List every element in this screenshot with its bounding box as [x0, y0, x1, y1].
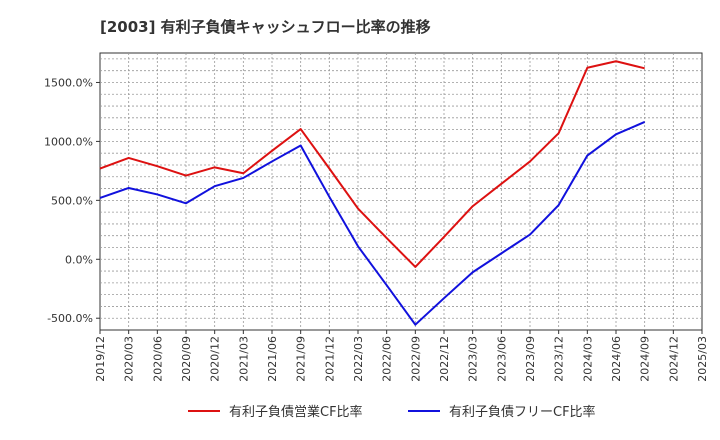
x-tick-label: 2024/12 [667, 336, 680, 382]
x-tick-label: 2020/12 [209, 336, 222, 382]
x-tick-label: 2025/03 [696, 336, 709, 382]
x-tick-label: 2020/03 [123, 336, 136, 382]
x-tick-label: 2021/06 [266, 336, 279, 382]
plot-frame [99, 52, 703, 331]
x-tick-label: 2024/03 [581, 336, 594, 382]
x-tick-label: 2024/06 [610, 336, 623, 382]
x-tick-label: 2023/03 [467, 336, 480, 382]
x-tick-label: 2021/03 [237, 336, 250, 382]
x-tick-label: 2022/06 [381, 336, 394, 382]
y-tick-label: -500.0% [47, 312, 93, 325]
y-tick-label: 1500.0% [44, 76, 93, 89]
x-tick-label: 2024/09 [639, 336, 652, 382]
y-tick-label: 1000.0% [44, 135, 93, 148]
chart-title: [2003] 有利子負債キャッシュフロー比率の推移 [100, 18, 431, 36]
series-line-1 [99, 60, 645, 268]
legend-label-2: 有利子負債フリーCF比率 [449, 404, 596, 420]
x-tick-label: 2022/12 [438, 336, 451, 382]
x-tick-label: 2021/09 [295, 336, 308, 382]
x-tick-label: 2022/03 [352, 336, 365, 382]
x-tick-label: 2023/06 [495, 336, 508, 382]
series-line-2 [99, 121, 646, 326]
x-tick-label: 2020/09 [180, 336, 193, 382]
y-tick-label: 500.0% [51, 194, 93, 207]
legend-label-1: 有利子負債営業CF比率 [229, 404, 363, 420]
x-tick-label: 2021/12 [323, 336, 336, 382]
legend: 有利子負債営業CF比率 有利子負債フリーCF比率 [188, 404, 596, 420]
x-tick-label: 2022/09 [409, 336, 422, 382]
x-tick-label: 2023/12 [553, 336, 566, 382]
x-tick-label: 2020/06 [151, 336, 164, 382]
y-tick-label: 0.0% [65, 253, 93, 266]
x-tick-label: 2023/09 [524, 336, 537, 382]
plot-area: 1500.0% 1000.0% 500.0% 0.0% -500.0%2019/12 20… [44, 52, 709, 382]
x-tick-label: 2019/12 [94, 336, 107, 382]
